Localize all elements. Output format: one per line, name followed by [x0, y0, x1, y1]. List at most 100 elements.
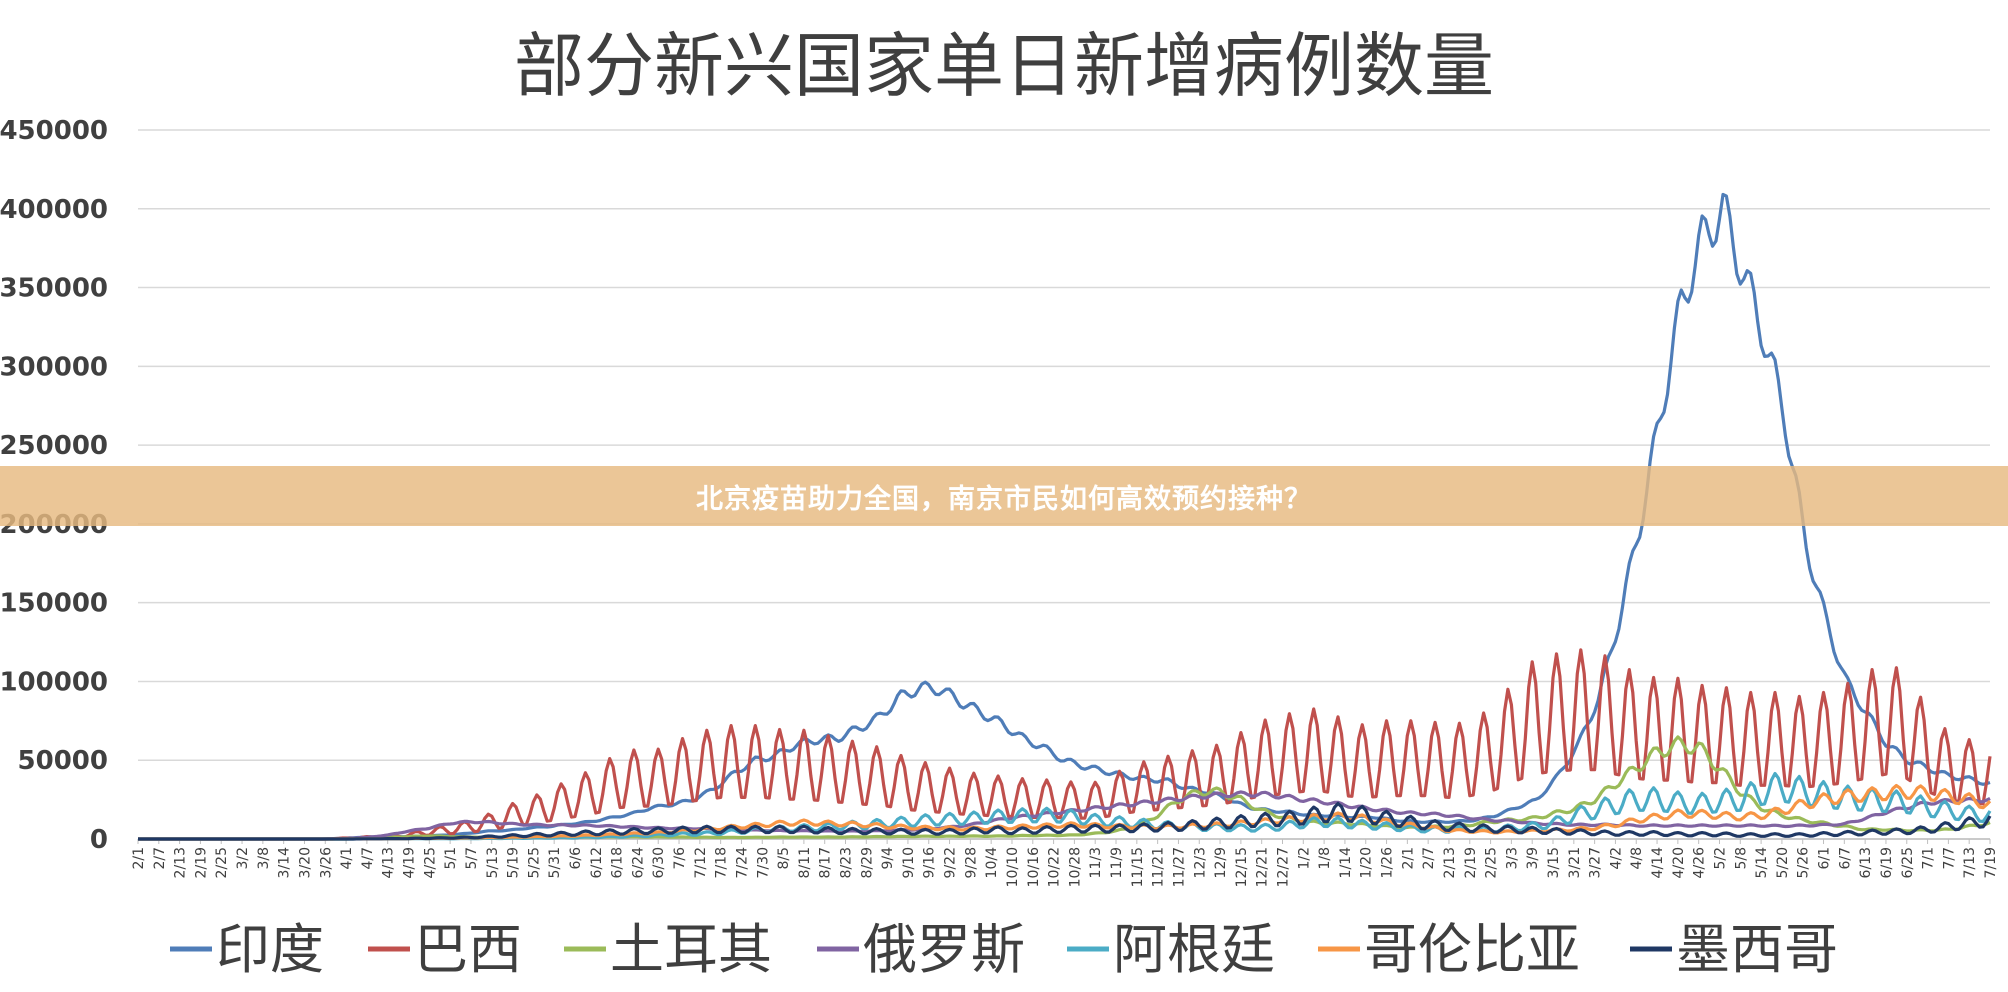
x-tick-label: 10/4 — [984, 847, 1000, 879]
x-tick-label: 7/12 — [693, 847, 709, 878]
x-tick-label: 10/28 — [1067, 847, 1083, 887]
x-tick-label: 9/10 — [901, 847, 917, 878]
x-tick-label: 1/8 — [1317, 847, 1333, 870]
x-tick-label: 12/21 — [1255, 847, 1271, 887]
x-tick-label: 10/10 — [1005, 847, 1021, 887]
x-tick-label: 3/26 — [318, 847, 334, 879]
y-tick-label: 450000 — [0, 116, 108, 146]
x-tick-label: 1/26 — [1380, 847, 1396, 879]
y-tick-label: 100000 — [0, 667, 108, 697]
legend-label: 印度 — [216, 918, 324, 981]
x-tick-label: 5/14 — [1754, 847, 1770, 879]
x-tick-label: 2/13 — [173, 847, 189, 878]
x-tick-label: 3/27 — [1588, 847, 1604, 878]
banner-text: 北京疫苗助力全国，南京市民如何高效预约接种？ — [696, 483, 1312, 515]
x-tick-label: 7/19 — [1983, 847, 1999, 878]
x-tick-label: 7/1 — [1921, 847, 1937, 870]
x-tick-label: 12/27 — [1275, 847, 1291, 887]
x-tick-label: 9/4 — [880, 847, 896, 870]
x-tick-label: 6/18 — [610, 847, 626, 878]
x-tick-label: 2/7 — [1421, 847, 1437, 870]
legend-label: 阿根廷 — [1113, 918, 1275, 981]
x-tick-label: 5/31 — [547, 847, 563, 878]
x-tick-label: 4/19 — [402, 847, 418, 878]
x-tick-label: 4/14 — [1650, 847, 1666, 879]
x-tick-label: 3/2 — [235, 847, 251, 870]
x-tick-label: 10/16 — [1026, 847, 1042, 887]
chart-title: 部分新兴国家单日新增病例数量 — [514, 25, 1494, 107]
x-tick-label: 6/12 — [589, 847, 605, 878]
x-tick-label: 9/16 — [922, 847, 938, 879]
series-line-1 — [138, 648, 1992, 841]
x-tick-label: 8/5 — [776, 847, 792, 870]
series-lines — [138, 192, 1992, 841]
y-tick-label: 0 — [90, 825, 108, 855]
x-tick-label: 1/14 — [1338, 847, 1354, 879]
x-tick-label: 1/2 — [1296, 847, 1312, 870]
x-tick-label: 7/6 — [672, 847, 688, 870]
x-tick-label: 5/25 — [526, 847, 542, 878]
x-tick-label: 6/24 — [630, 847, 646, 879]
x-tick-label: 6/30 — [651, 847, 667, 878]
series-line-3 — [138, 790, 1991, 841]
x-tick-label: 11/27 — [1171, 847, 1187, 887]
x-tick-label: 6/1 — [1817, 847, 1833, 870]
y-tick-label: 250000 — [0, 431, 108, 461]
legend-label: 墨西哥 — [1676, 918, 1838, 981]
x-tick-label: 8/29 — [859, 847, 875, 878]
x-tick-label: 2/13 — [1442, 847, 1458, 878]
x-tick-label: 6/13 — [1858, 847, 1874, 878]
x-tick-label: 9/22 — [943, 847, 959, 878]
x-tick-label: 5/2 — [1712, 847, 1728, 870]
series-line-6 — [138, 801, 1992, 841]
x-tick-label: 2/25 — [1484, 847, 1500, 878]
x-tick-label: 5/1 — [443, 847, 459, 870]
x-tick-label: 3/21 — [1567, 847, 1583, 878]
y-tick-label: 350000 — [0, 274, 108, 304]
x-tick-label: 9/28 — [963, 847, 979, 878]
x-tick-label: 8/23 — [839, 847, 855, 878]
x-tick-label: 5/7 — [464, 847, 480, 870]
x-tick-label: 2/25 — [214, 847, 230, 878]
x-tick-label: 5/19 — [506, 847, 522, 878]
x-tick-label: 11/15 — [1130, 847, 1146, 887]
x-tick-label: 4/20 — [1671, 847, 1687, 878]
series-line-2 — [138, 735, 1991, 841]
y-tick-label: 300000 — [0, 352, 108, 382]
x-tick-label: 4/1 — [339, 847, 355, 870]
legend-label: 土耳其 — [610, 918, 772, 981]
x-tick-label: 2/19 — [193, 847, 209, 878]
legend-label: 哥伦比亚 — [1364, 918, 1580, 981]
x-tick-label: 3/9 — [1525, 847, 1541, 870]
x-tick-label: 4/8 — [1629, 847, 1645, 870]
x-tick-label: 7/7 — [1941, 847, 1957, 870]
x-tick-label: 12/15 — [1234, 847, 1250, 887]
x-tick-label: 12/3 — [1192, 847, 1208, 878]
x-tick-label: 7/13 — [1962, 847, 1978, 878]
x-tick-label: 6/6 — [568, 847, 584, 870]
x-tick-label: 1/20 — [1359, 847, 1375, 878]
overlay-banner: 北京疫苗助力全国，南京市民如何高效预约接种？ — [0, 466, 2008, 526]
x-tick-label: 6/19 — [1879, 847, 1895, 878]
x-tick-label: 2/1 — [131, 847, 147, 870]
y-tick-label: 50000 — [18, 746, 108, 776]
x-tick-label: 12/9 — [1213, 847, 1229, 878]
x-tick-label: 4/7 — [360, 847, 376, 870]
y-tick-label: 150000 — [0, 589, 108, 619]
x-tick-label: 5/26 — [1796, 847, 1812, 879]
legend-label: 巴西 — [414, 918, 522, 981]
x-tick-label: 11/3 — [1088, 847, 1104, 878]
x-tick-label: 3/8 — [256, 847, 272, 870]
x-axis-ticks: 2/1 2/7 2/13 2/19 2/25 3/2 3/8 3/14 3/20 3/26 4/1 4… — [131, 839, 1999, 887]
x-tick-label: 2/1 — [1400, 847, 1416, 870]
x-tick-label: 11/9 — [1109, 847, 1125, 878]
y-tick-label: 400000 — [0, 195, 108, 225]
x-tick-label: 7/30 — [755, 847, 771, 878]
x-tick-label: 5/20 — [1775, 847, 1791, 878]
x-tick-label: 5/8 — [1733, 847, 1749, 870]
x-tick-label: 6/25 — [1900, 847, 1916, 878]
x-tick-label: 6/7 — [1837, 847, 1853, 870]
x-tick-label: 3/20 — [297, 847, 313, 878]
legend-label: 俄罗斯 — [863, 918, 1025, 981]
